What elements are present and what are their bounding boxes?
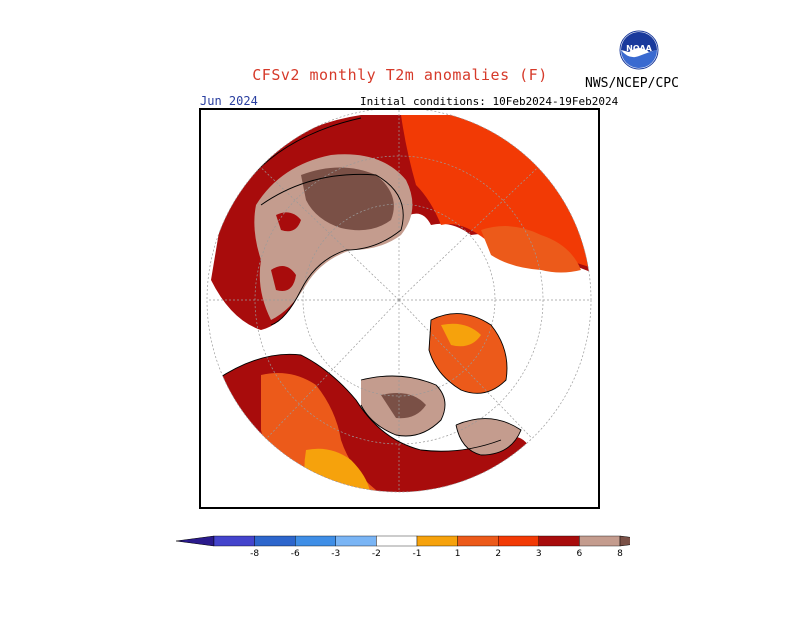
anomaly-region xyxy=(456,418,521,455)
anomaly-region xyxy=(441,323,481,347)
legend-tick-label: -8 xyxy=(250,549,259,559)
legend-swatch xyxy=(213,535,255,547)
coastline xyxy=(360,375,446,437)
legend-tick-label: -1 xyxy=(413,549,422,559)
legend-tick-label: -3 xyxy=(331,549,340,559)
anomaly-region xyxy=(429,313,507,394)
legend-swatch xyxy=(376,535,418,547)
forecast-month: Jun 2024 xyxy=(200,94,258,108)
legend-tick-label: -6 xyxy=(291,549,300,559)
anomaly-region xyxy=(481,226,581,273)
legend-swatch xyxy=(294,535,336,547)
anomaly-region xyxy=(271,266,296,291)
anomaly-region xyxy=(276,212,301,232)
legend-swatch xyxy=(335,535,377,547)
noaa-logo-text: NOAA xyxy=(626,44,652,53)
legend-swatch xyxy=(416,535,458,547)
anomaly-region xyxy=(381,392,426,419)
legend-tick-label: 6 xyxy=(577,549,583,559)
polar-map xyxy=(206,110,592,493)
initial-conditions: Initial conditions: 10Feb2024-19Feb2024 xyxy=(360,95,619,108)
legend-tick-label: 2 xyxy=(495,549,501,559)
agency-label: NWS/NCEP/CPC xyxy=(585,76,679,91)
coastline xyxy=(215,353,502,452)
legend-tick-label: 8 xyxy=(617,549,623,559)
legend-swatch xyxy=(457,535,499,547)
chart-title: CFSv2 monthly T2m anomalies (F) xyxy=(252,66,548,84)
color-legend: -8 -6 -3 -2 -1 1 2 3 6 8 xyxy=(175,535,630,559)
coastline xyxy=(455,418,522,456)
legend-tick-label: 1 xyxy=(455,549,461,559)
map-frame xyxy=(199,108,600,509)
legend-swatch xyxy=(254,535,296,547)
legend-tick-label: -2 xyxy=(372,549,381,559)
legend-arrow-low xyxy=(175,535,215,547)
legend-swatch xyxy=(579,535,621,547)
anomaly-region xyxy=(401,115,591,270)
anomaly-region xyxy=(301,167,394,231)
legend-tick-label: 3 xyxy=(536,549,542,559)
legend-swatch xyxy=(538,535,580,547)
anomaly-region xyxy=(304,448,371,492)
legend-swatch xyxy=(498,535,540,547)
noaa-logo-icon: NOAA xyxy=(619,30,659,70)
legend-arrow-high xyxy=(619,535,630,547)
coastline xyxy=(428,313,508,394)
